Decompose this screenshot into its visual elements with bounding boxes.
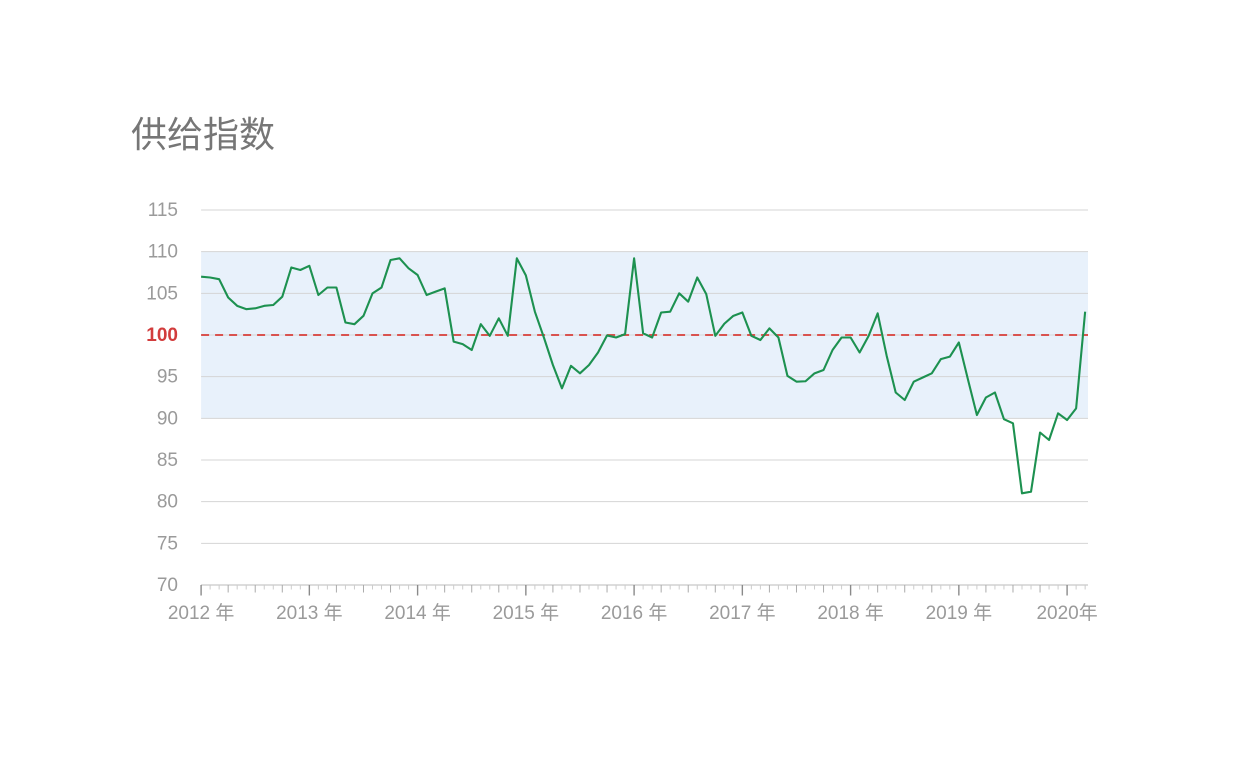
svg-text:80: 80 [157,492,178,513]
svg-text:95: 95 [157,367,178,388]
svg-text:2020年: 2020年 [1036,602,1097,624]
svg-text:70: 70 [157,575,178,596]
svg-text:2012 年: 2012 年 [168,602,235,624]
svg-text:2015 年: 2015 年 [493,602,560,624]
svg-text:2019 年: 2019 年 [926,602,993,624]
svg-text:90: 90 [157,408,178,429]
svg-text:105: 105 [146,283,178,304]
svg-text:110: 110 [148,242,178,263]
svg-text:115: 115 [148,200,178,221]
svg-text:2018 年: 2018 年 [817,602,884,624]
svg-text:2013 年: 2013 年 [276,602,343,624]
svg-text:2014 年: 2014 年 [384,602,451,624]
svg-text:100: 100 [146,325,178,346]
svg-text:75: 75 [157,533,178,554]
svg-text:2016 年: 2016 年 [601,602,668,624]
svg-text:2017 年: 2017 年 [709,602,776,624]
svg-text:85: 85 [157,450,178,471]
